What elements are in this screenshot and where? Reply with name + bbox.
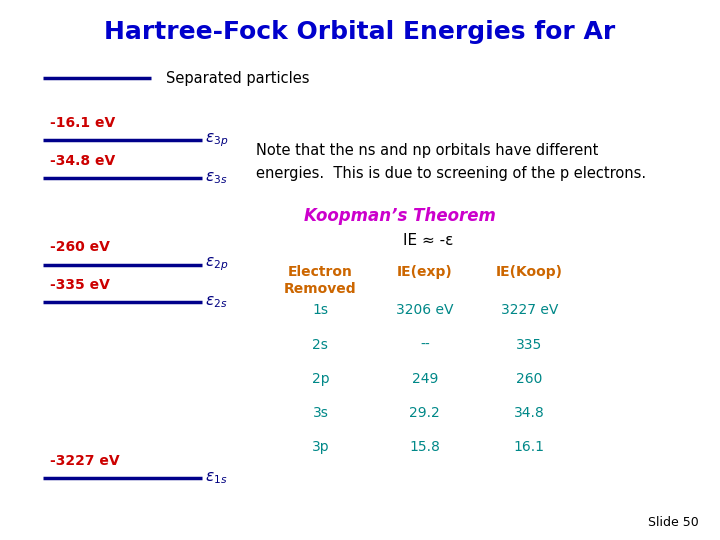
- Text: -34.8 eV: -34.8 eV: [50, 154, 116, 168]
- Text: 3s: 3s: [312, 406, 328, 420]
- Text: Note that the ns and np orbitals have different
energies.  This is due to screen: Note that the ns and np orbitals have di…: [256, 143, 646, 181]
- Text: -260 eV: -260 eV: [50, 240, 110, 254]
- Text: $\varepsilon_{2s}$: $\varepsilon_{2s}$: [205, 294, 228, 310]
- Text: -16.1 eV: -16.1 eV: [50, 116, 116, 130]
- Text: IE(Koop): IE(Koop): [495, 265, 563, 279]
- Text: 1s: 1s: [312, 303, 328, 318]
- Text: $\varepsilon_{1s}$: $\varepsilon_{1s}$: [205, 470, 228, 486]
- Text: -335 eV: -335 eV: [50, 278, 110, 292]
- Text: 260: 260: [516, 372, 542, 386]
- Text: 3206 eV: 3206 eV: [396, 303, 454, 318]
- Text: 3p: 3p: [312, 440, 329, 454]
- Text: 2s: 2s: [312, 338, 328, 352]
- Text: $\varepsilon_{3p}$: $\varepsilon_{3p}$: [205, 132, 228, 149]
- Text: Separated particles: Separated particles: [166, 71, 309, 86]
- Text: Koopman’s Theorem: Koopman’s Theorem: [304, 207, 495, 225]
- Text: 16.1: 16.1: [513, 440, 545, 454]
- Text: 3227 eV: 3227 eV: [500, 303, 558, 318]
- Text: --: --: [420, 338, 430, 352]
- Text: Slide 50: Slide 50: [648, 516, 698, 529]
- Text: 15.8: 15.8: [410, 440, 440, 454]
- Text: 34.8: 34.8: [514, 406, 544, 420]
- Text: Electron
Removed: Electron Removed: [284, 265, 356, 296]
- Text: IE ≈ -ε: IE ≈ -ε: [403, 233, 454, 248]
- Text: 335: 335: [516, 338, 542, 352]
- Text: -3227 eV: -3227 eV: [50, 454, 120, 468]
- Text: $\varepsilon_{3s}$: $\varepsilon_{3s}$: [205, 170, 228, 186]
- Text: $\varepsilon_{2p}$: $\varepsilon_{2p}$: [205, 256, 228, 273]
- Text: 2p: 2p: [312, 372, 329, 386]
- Text: IE(exp): IE(exp): [397, 265, 453, 279]
- Text: 249: 249: [412, 372, 438, 386]
- Text: 29.2: 29.2: [410, 406, 440, 420]
- Text: Hartree-Fock Orbital Energies for Ar: Hartree-Fock Orbital Energies for Ar: [104, 21, 616, 44]
